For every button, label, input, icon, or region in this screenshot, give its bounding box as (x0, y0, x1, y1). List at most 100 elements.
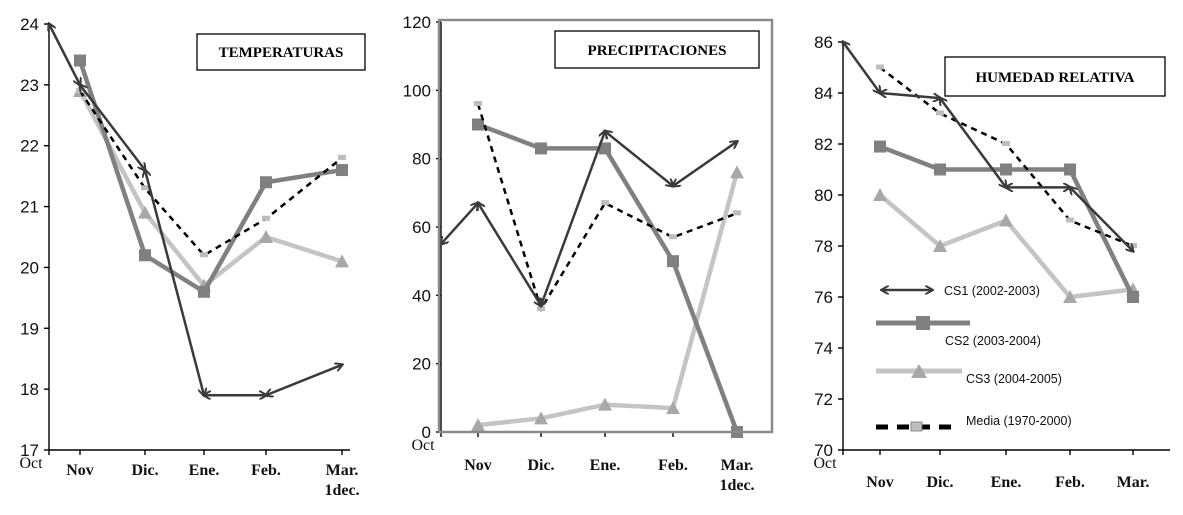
series-cs3-point (999, 213, 1013, 227)
y-tick-label: 20 (412, 355, 431, 374)
series-media-point (669, 234, 677, 240)
precipitation-title-box (554, 30, 760, 69)
series-cs2-point (336, 164, 348, 177)
series-cs1-segment (478, 203, 541, 306)
legend-cs2-label: CS2 (2003-2004) (945, 334, 1041, 348)
x-tick-label: Ene. (991, 474, 1022, 491)
series-cs3-point (534, 411, 548, 425)
temperature-title-box (196, 33, 366, 71)
series-cs1-segment (541, 131, 605, 305)
y-tick-label: 23 (20, 76, 39, 95)
y-tick-label: 80 (814, 186, 833, 205)
series-cs3-point (598, 397, 612, 411)
legend-cs2-marker (916, 316, 930, 330)
series-cs3-point (933, 239, 947, 252)
axes-0: 17 18 19 20 21 22 23 24 Oct Nov Dic. Ene. Feb. Mar. 1d… (19, 15, 359, 499)
y-tick-label: 82 (814, 135, 833, 154)
precipitation-chart: 0 20 40 60 80 100 120 Oct Nov Dic. Ene. Feb. Mar. 1de… (403, 13, 774, 494)
series-media-point (733, 210, 741, 216)
series-cs3-point (335, 254, 349, 268)
legend-item-cs2: CS2 (2003-2004) (876, 316, 1041, 348)
series-cs3-point (471, 418, 485, 432)
series-cs1-segment (605, 131, 673, 186)
y-tick-label: 20 (20, 258, 39, 277)
y-tick-label: 21 (20, 198, 39, 217)
y-tick-label: 78 (814, 237, 833, 256)
series-cs2-line (477, 122, 740, 433)
series-cs1-segment (441, 203, 478, 244)
series-cs1-segment (843, 42, 880, 93)
y-tick-label: 86 (814, 33, 833, 52)
y-tick-label: 80 (412, 150, 431, 169)
x-tick-label: Nov (66, 462, 94, 479)
x-tick-label: Nov (866, 474, 894, 491)
y-tick-label: 17 (20, 441, 39, 460)
temperature-chart: 17 18 19 20 21 22 23 24 Oct Nov Dic. Ene. Feb. Mar. 1d… (19, 15, 366, 499)
legend-cs3-marker (911, 364, 927, 378)
series-cs2-point (535, 142, 547, 155)
series-cs2-point (260, 176, 272, 189)
y-tick-label: 70 (814, 441, 833, 460)
x-tick-label: Oct (411, 437, 435, 454)
x-tick-label: Ene. (590, 457, 621, 474)
series-cs2-line (77, 59, 343, 295)
series-cs2-point (74, 54, 86, 67)
series-cs3-point (259, 230, 273, 243)
y-tick-label: 100 (403, 81, 431, 100)
series-media-point (936, 110, 944, 116)
series-cs3-line (878, 193, 1134, 300)
x-tick-label: Dic. (926, 474, 953, 491)
series-media-point (338, 154, 346, 160)
x-tick-label: Feb. (658, 457, 688, 474)
y-tick-label: 74 (814, 339, 833, 358)
x-tick-label: 1dec. (324, 482, 359, 499)
series-cs1-segment (1070, 187, 1133, 251)
legend: CS1 (2002-2003) CS2 (2003-2004) CS3 (200… (876, 284, 1072, 432)
x-tick-label: Dic. (131, 462, 158, 479)
series-cs2-point (874, 140, 886, 153)
series-media-point (262, 215, 270, 221)
series-media-point (474, 101, 482, 106)
series-cs2-point (139, 249, 151, 262)
y-tick-label: 120 (403, 13, 431, 32)
legend-cs1-label: CS1 (2002-2003) (944, 284, 1040, 298)
series-cs3-point (873, 188, 887, 201)
series-cs3-point (666, 401, 680, 415)
y-tick-label: 84 (814, 84, 833, 103)
x-tick-label: Nov (464, 457, 492, 474)
series-cs3-line (477, 171, 740, 428)
series-cs1-segment (940, 98, 1006, 187)
series-group-1 (441, 101, 744, 438)
y-tick-label: 0 (422, 423, 431, 442)
axes-1: 0 20 40 60 80 100 120 Oct Nov Dic. Ene. Feb. Mar. 1de… (403, 13, 765, 494)
legend-media-marker (910, 421, 923, 432)
series-media-point (1066, 217, 1074, 223)
y-tick-label: 18 (20, 380, 39, 399)
series-media-point (200, 252, 208, 258)
series-media-point (537, 306, 545, 311)
legend-item-cs1: CS1 (2002-2003) (882, 284, 1040, 298)
series-cs2-point (934, 163, 946, 176)
legend-item-cs3: CS3 (2004-2005) (876, 364, 1062, 386)
humidity-chart: 70 72 74 76 78 80 82 84 86 Oct Nov Dic. Ene. Feb. Mar.… (813, 33, 1170, 491)
humidity-title-box (944, 56, 1166, 97)
series-media-point (876, 64, 884, 70)
y-tick-label: 19 (20, 319, 39, 338)
x-tick-label: Feb. (251, 462, 281, 479)
x-tick-label: 1dec. (719, 477, 754, 494)
y-tick-label: 40 (412, 286, 431, 305)
x-tick-label: Oct (813, 455, 837, 472)
x-tick-label: Ene. (189, 462, 220, 479)
series-media-point (601, 200, 609, 206)
series-cs2-point (1127, 291, 1139, 303)
series-cs3-line (78, 89, 343, 288)
series-cs1-segment (80, 85, 145, 170)
series-media-point (1002, 141, 1010, 146)
y-tick-label: 60 (412, 218, 431, 237)
legend-cs3-label: CS3 (2004-2005) (966, 372, 1062, 386)
series-cs3-point (1063, 290, 1077, 303)
series-cs2-point (1000, 163, 1012, 176)
series-cs3-point (730, 165, 744, 179)
series-group-0 (49, 24, 349, 395)
